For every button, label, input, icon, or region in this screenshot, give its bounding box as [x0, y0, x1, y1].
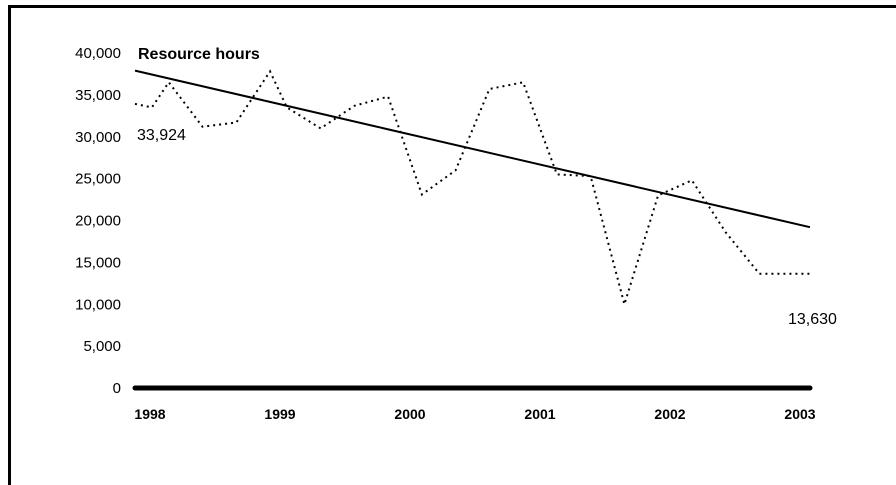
x-tick-label: 1998 [134, 406, 165, 422]
chart-title: Resource hours [138, 46, 260, 63]
x-tick-label: 2001 [524, 406, 555, 422]
x-axis-ticks: 1998 1999 2000 2001 2002 2003 [134, 406, 815, 422]
end-value-label: 13,630 [788, 311, 837, 328]
y-tick-label: 35,000 [75, 87, 121, 104]
x-tick-label: 2003 [784, 406, 815, 422]
start-value-label: 33,924 [137, 127, 186, 144]
series-line-trend [134, 69, 811, 229]
y-tick-label: 40,000 [75, 45, 121, 62]
y-axis-ticks: 0 5,000 10,000 15,000 20,000 25,000 30,000 35,0… [75, 45, 121, 397]
y-tick-label: 30,000 [75, 129, 121, 146]
y-tick-label: 15,000 [75, 254, 121, 271]
y-tick-label: 0 [113, 380, 121, 397]
y-tick-label: 10,000 [75, 296, 121, 313]
x-tick-label: 1999 [264, 406, 295, 422]
annotations: 33,924 13,630 [137, 127, 837, 328]
y-tick-label: 25,000 [75, 171, 121, 188]
y-tick-label: 20,000 [75, 213, 121, 230]
y-tick-label: 5,000 [83, 338, 121, 355]
chart-frame [8, 5, 896, 485]
x-tick-label: 2000 [394, 406, 425, 422]
x-tick-label: 2002 [654, 406, 685, 422]
series-line-actual [134, 69, 810, 308]
